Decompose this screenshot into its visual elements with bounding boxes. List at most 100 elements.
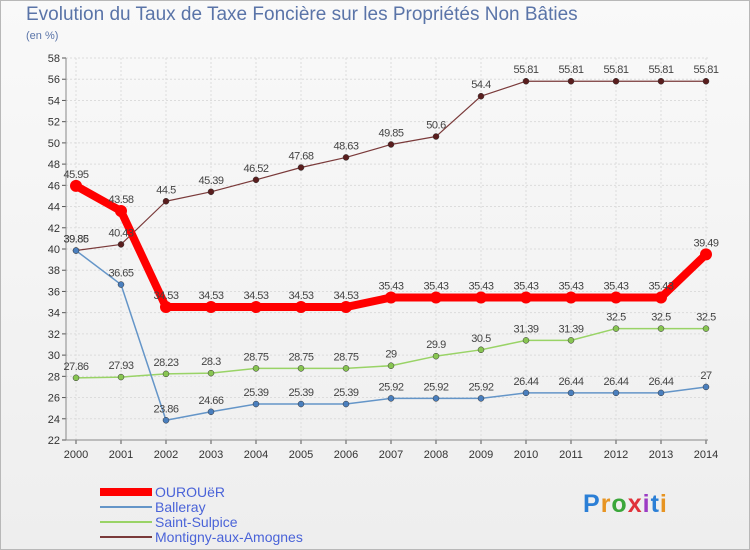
data-label: 28.75 [288, 351, 313, 363]
data-point [475, 291, 487, 304]
x-tick-label: 2008 [424, 449, 448, 461]
data-point [567, 77, 575, 85]
data-label: 30.5 [471, 333, 491, 345]
data-label: 29 [385, 349, 397, 361]
legend-swatch [100, 506, 152, 508]
data-label: 35.43 [603, 280, 628, 292]
y-tick-label: 56 [48, 74, 60, 86]
data-point [250, 301, 262, 314]
data-label: 26.44 [558, 376, 583, 388]
x-tick-label: 2011 [559, 449, 583, 461]
data-point [342, 154, 350, 161]
data-point [702, 383, 710, 391]
data-point [162, 417, 170, 424]
data-label: 26.44 [513, 376, 538, 388]
y-tick-label: 46 [48, 180, 60, 192]
data-label: 50.6 [426, 120, 446, 132]
data-point [430, 291, 442, 304]
data-point [252, 400, 260, 408]
data-point [432, 133, 440, 140]
data-label: 54.4 [471, 79, 491, 91]
data-label: 55.81 [693, 64, 718, 76]
data-label: 55.81 [648, 64, 673, 76]
data-point [162, 198, 170, 205]
data-point [700, 248, 712, 261]
data-point [387, 362, 395, 369]
y-tick-label: 36 [48, 286, 60, 298]
x-tick-label: 2000 [64, 449, 88, 461]
data-point [655, 291, 667, 304]
data-label: 34.53 [333, 290, 358, 302]
logo-letter: i [659, 490, 668, 518]
data-point [117, 281, 125, 288]
data-point [657, 325, 665, 332]
y-tick-label: 44 [48, 202, 60, 214]
x-tick-label: 2012 [604, 449, 628, 461]
data-label: 26.44 [603, 376, 628, 388]
data-point [72, 247, 80, 254]
y-tick-label: 34 [48, 308, 60, 320]
data-point [522, 77, 530, 85]
data-point [520, 291, 532, 304]
data-label: 26.44 [648, 376, 673, 388]
y-unit-label: (en %) [26, 30, 59, 42]
data-point [522, 337, 530, 344]
y-tick-label: 28 [48, 371, 60, 383]
data-point [432, 395, 440, 402]
x-tick-label: 2009 [469, 449, 493, 461]
data-point [612, 77, 620, 85]
data-label: 25.39 [333, 387, 358, 399]
data-point [567, 389, 575, 397]
data-label: 40.43 [108, 227, 133, 239]
logo-letter: t [650, 490, 660, 518]
data-label: 39.85 [63, 234, 88, 246]
proxiti-logo[interactable]: Proxiti [583, 490, 668, 519]
x-tick-label: 2001 [109, 449, 133, 461]
y-tick-label: 52 [48, 117, 60, 129]
y-tick-label: 42 [48, 223, 60, 235]
y-tick-label: 48 [48, 159, 60, 171]
data-label: 35.43 [378, 280, 403, 292]
x-tick-label: 2010 [514, 449, 538, 461]
data-point [340, 301, 352, 314]
y-tick-label: 22 [48, 435, 60, 447]
data-point [295, 301, 307, 314]
data-label: 27.93 [108, 360, 133, 372]
legend-swatch [100, 488, 152, 496]
data-label: 32.5 [651, 312, 671, 324]
data-point [432, 352, 440, 360]
logo-letter: i [642, 490, 651, 518]
logo-letter: o [611, 490, 628, 518]
data-point [522, 389, 530, 397]
x-tick-label: 2013 [649, 449, 673, 461]
data-label: 39.86 [63, 233, 88, 245]
data-label: 25.92 [423, 381, 448, 393]
data-label: 34.53 [288, 290, 313, 302]
y-tick-label: 30 [48, 350, 60, 362]
data-point [610, 291, 622, 304]
y-tick-label: 32 [48, 329, 60, 341]
data-point [115, 205, 127, 218]
data-label: 34.53 [243, 290, 268, 302]
data-point [342, 400, 350, 408]
data-label: 25.92 [378, 381, 403, 393]
logo-letter: x [627, 490, 643, 518]
legend-label: Saint-Sulpice [155, 514, 238, 530]
data-label: 36.65 [108, 268, 133, 280]
data-label: 39.49 [693, 237, 718, 249]
data-label: 47.68 [288, 151, 313, 163]
y-tick-label: 58 [48, 53, 60, 65]
data-point [205, 301, 217, 314]
data-label: 55.81 [513, 64, 538, 76]
x-tick-label: 2002 [154, 449, 178, 461]
data-label: 34.53 [198, 290, 223, 302]
data-point [72, 374, 80, 382]
legend-swatch [100, 521, 152, 523]
x-tick-label: 2014 [694, 449, 718, 461]
y-tick-label: 38 [48, 265, 60, 277]
logo-letter: r [600, 490, 612, 518]
data-point [297, 164, 305, 171]
data-point [342, 365, 350, 372]
data-label: 23.86 [153, 403, 178, 415]
